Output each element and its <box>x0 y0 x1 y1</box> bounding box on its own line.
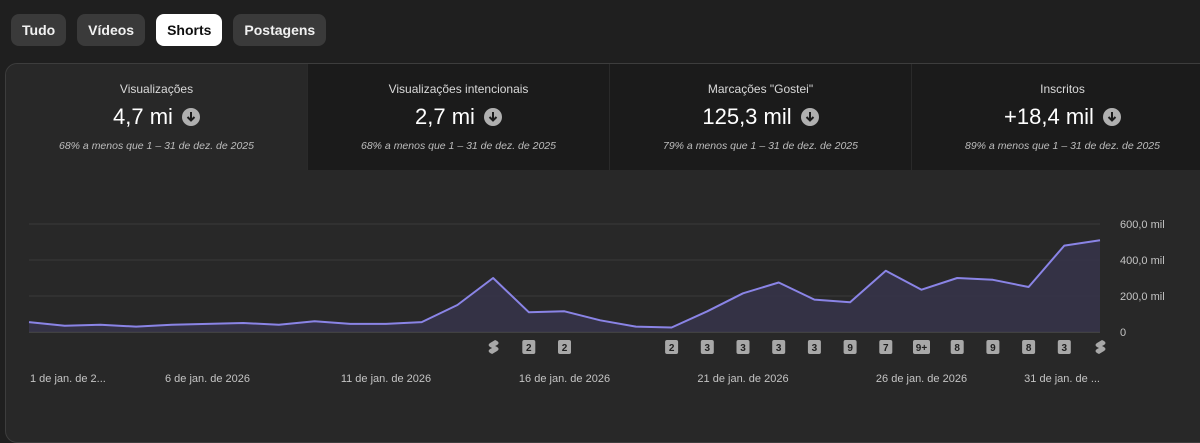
upload-marker-count: 2 <box>526 343 532 354</box>
upload-marker-badge <box>950 340 964 354</box>
shorts-icon <box>1095 340 1106 354</box>
metric-card-visualizacoes-intencionais[interactable]: Visualizações intencionais 2,7 mi 68% a … <box>308 64 610 170</box>
upload-marker-count: 3 <box>1062 343 1068 354</box>
upload-marker-count: 3 <box>740 343 746 354</box>
arrow-down-circle-icon <box>181 108 200 126</box>
upload-marker-badge <box>1057 340 1071 354</box>
x-tick-label: 1 de jan. de 2... <box>30 373 106 385</box>
upload-marker-badge <box>843 340 857 354</box>
upload-marker-count: 9+ <box>916 343 928 354</box>
upload-marker-count: 9 <box>847 343 853 354</box>
metric-label: Visualizações intencionais <box>388 82 529 96</box>
metric-value: 125,3 mil <box>702 104 792 129</box>
upload-marker-badge <box>986 340 1000 354</box>
upload-marker-badge <box>522 340 536 354</box>
y-tick-label: 400,0 mil <box>1120 255 1165 267</box>
metric-comparison: 89% a menos que 1 – 31 de dez. de 2025 <box>965 140 1160 152</box>
arrow-down-circle-icon <box>483 108 502 126</box>
x-tick-label: 11 de jan. de 2026 <box>341 373 431 385</box>
upload-marker-badge <box>1022 340 1036 354</box>
upload-marker-count: 9 <box>990 343 996 354</box>
metric-label: Visualizações <box>119 82 194 96</box>
y-tick-label: 600,0 mil <box>1120 219 1165 231</box>
tab-videos[interactable]: Vídeos <box>77 14 146 46</box>
x-tick-label: 31 de jan. de ... <box>1024 373 1100 385</box>
analytics-panel: Visualizações 4,7 mi 68% a menos que 1 –… <box>5 63 1200 443</box>
shorts-icon <box>488 340 499 354</box>
tab-postagens[interactable]: Postagens <box>233 14 327 46</box>
metric-card-inscritos[interactable]: Inscritos +18,4 mil 89% a menos que 1 – … <box>912 64 1200 170</box>
metric-value: 2,7 mi <box>415 104 475 129</box>
upload-marker-count: 3 <box>705 343 711 354</box>
upload-marker-badge <box>558 340 571 354</box>
metric-comparison: 79% a menos que 1 – 31 de dez. de 2025 <box>663 140 858 152</box>
area-fill <box>29 240 1100 332</box>
upload-marker-count: 3 <box>812 343 818 354</box>
metric-card-gostei[interactable]: Marcações "Gostei" 125,3 mil 79% a menos… <box>610 64 912 170</box>
metric-value: 4,7 mi <box>113 104 173 129</box>
x-tick-label: 16 de jan. de 2026 <box>519 373 610 385</box>
shorts-icon-shape <box>488 340 499 354</box>
views-chart: 600,0 mil 400,0 mil 200,0 mil 0 2 2 2 3 3 3 3 9 7 9+ 8… <box>28 219 1165 385</box>
x-tick-label: 21 de jan. de 2026 <box>697 373 788 385</box>
tab-tudo[interactable]: Tudo <box>11 14 67 46</box>
upload-marker-badge <box>665 340 679 354</box>
series-line <box>28 239 1101 329</box>
metric-label: Marcações "Gostei" <box>707 82 814 96</box>
upload-marker-badge <box>807 340 821 354</box>
metric-comparison: 68% a menos que 1 – 31 de dez. de 2025 <box>59 140 254 152</box>
x-tick-label: 6 de jan. de 2026 <box>165 373 250 385</box>
metric-card-visualizacoes[interactable]: Visualizações 4,7 mi 68% a menos que 1 –… <box>6 64 308 170</box>
upload-marker-count: 8 <box>1026 343 1032 354</box>
y-tick-label: 200,0 mil <box>1120 291 1165 303</box>
upload-marker-badge <box>879 340 893 354</box>
arrow-down-circle-icon <box>1102 108 1121 126</box>
x-tick-label: 26 de jan. de 2026 <box>876 373 967 385</box>
content-type-tabs: Tudo Vídeos Shorts Postagens <box>11 14 327 46</box>
upload-marker-badge <box>700 340 714 354</box>
upload-marker-count: 7 <box>883 343 889 354</box>
upload-marker-count: 8 <box>954 343 960 354</box>
upload-marker-count: 3 <box>776 343 782 354</box>
metric-comparison: 68% a menos que 1 – 31 de dez. de 2025 <box>361 140 556 152</box>
shorts-icon-shape <box>1095 340 1106 354</box>
y-tick-label: 0 <box>1120 327 1126 339</box>
upload-marker-badge <box>772 340 786 354</box>
upload-marker-count: 2 <box>669 343 675 354</box>
metric-label: Inscritos <box>1040 82 1085 96</box>
tab-shorts[interactable]: Shorts <box>156 14 223 46</box>
metric-value: +18,4 mil <box>1004 104 1094 129</box>
upload-marker-badge <box>913 340 930 354</box>
arrow-down-circle-icon <box>800 108 819 126</box>
metric-cards: Visualizações 4,7 mi 68% a menos que 1 –… <box>6 64 1200 170</box>
upload-marker-badge <box>736 340 750 354</box>
upload-marker-count: 2 <box>562 343 568 354</box>
